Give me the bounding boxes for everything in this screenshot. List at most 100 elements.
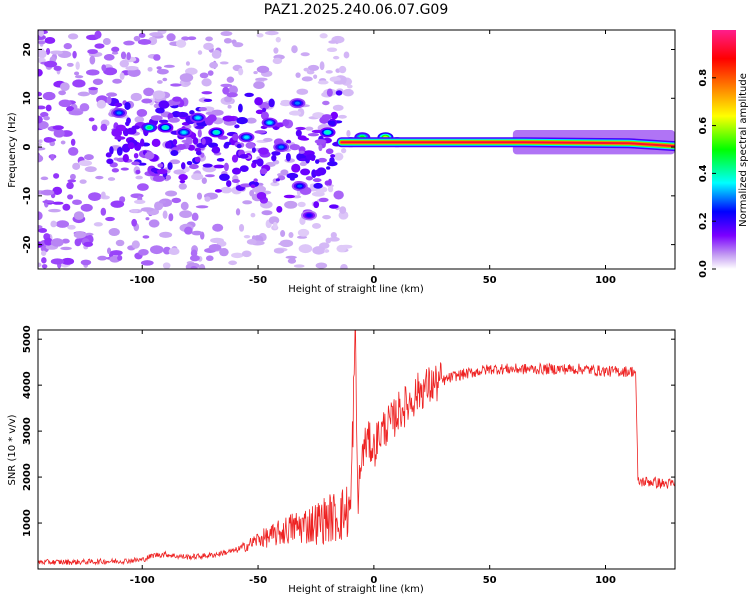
heatmap-cell xyxy=(318,144,323,152)
heatmap-cell xyxy=(44,60,58,68)
heatmap-blob xyxy=(146,126,152,130)
y-tick-label: 20 xyxy=(22,43,33,57)
heatmap-cell xyxy=(191,230,203,236)
heatmap-cell xyxy=(84,166,97,173)
heatmap-cell xyxy=(137,38,152,45)
heatmap-cell xyxy=(305,126,314,131)
heatmap-cell xyxy=(313,74,318,79)
heatmap-cell xyxy=(140,260,154,266)
heatmap-cell xyxy=(143,87,155,97)
heatmap-cell xyxy=(153,54,161,61)
heatmap-cell xyxy=(201,138,206,145)
heatmap-cell xyxy=(111,128,123,138)
heatmap-cell xyxy=(178,183,187,190)
heatmap-cell xyxy=(297,201,306,208)
heatmap-cell xyxy=(125,65,139,71)
heatmap-cell xyxy=(38,105,46,110)
heatmap-cell xyxy=(262,107,267,113)
heatmap-cell xyxy=(120,51,127,60)
heatmap-blob xyxy=(325,130,331,134)
heatmap-cell xyxy=(41,257,47,264)
heatmap-cell xyxy=(155,107,165,114)
heatmap-cell xyxy=(300,52,310,57)
heatmap-cell xyxy=(289,110,302,116)
heatmap-cell xyxy=(38,57,46,63)
heatmap-cell xyxy=(190,249,198,257)
heatmap-cell xyxy=(187,144,196,151)
heatmap-cell xyxy=(334,152,344,161)
heatmap-cell xyxy=(276,206,283,213)
colorbar-label: Normalized spectral amplitude xyxy=(738,73,749,227)
x-tick-label: 0 xyxy=(370,275,377,286)
heatmap-cell xyxy=(228,260,238,266)
heatmap-cell xyxy=(152,175,165,182)
heatmap-cell xyxy=(148,219,160,228)
heatmap-cell xyxy=(305,176,313,181)
heatmap-cell xyxy=(288,232,294,238)
heatmap-cell xyxy=(130,208,139,213)
heatmap-cell xyxy=(306,153,316,161)
heatmap-blob xyxy=(195,116,201,120)
heatmap-cell xyxy=(101,64,107,72)
heatmap-cell xyxy=(332,104,344,111)
heatmap-cell xyxy=(145,217,150,221)
heatmap-cell xyxy=(187,36,197,41)
heatmap-cell xyxy=(285,152,291,162)
heatmap-cell xyxy=(191,173,204,181)
heatmap-cell xyxy=(74,75,84,79)
heatmap-cell xyxy=(52,201,64,205)
heatmap-cell xyxy=(232,42,244,48)
heatmap-cell xyxy=(241,250,252,258)
heatmap-cell xyxy=(253,178,258,183)
heatmap-cell xyxy=(339,206,347,214)
heatmap-cell xyxy=(122,153,129,163)
heatmap-cell xyxy=(315,159,320,164)
heatmap-cell xyxy=(197,50,203,55)
heatmap-cell xyxy=(254,97,263,106)
heatmap-cell xyxy=(239,154,249,159)
heatmap-cell xyxy=(106,158,114,165)
heatmap-cell xyxy=(282,119,290,127)
heatmap-cell xyxy=(253,71,258,75)
heatmap-cell xyxy=(291,45,298,54)
heatmap-cell xyxy=(158,100,170,109)
heatmap-cell xyxy=(279,101,292,107)
heatmap-cell xyxy=(214,189,222,193)
heatmap-cell xyxy=(116,146,123,156)
heatmap-cell xyxy=(138,32,146,38)
heatmap-cell xyxy=(306,70,315,75)
heatmap-blob xyxy=(116,111,122,115)
heatmap-cell xyxy=(178,174,188,181)
heatmap-cell xyxy=(326,88,333,97)
heatmap-cell xyxy=(96,99,107,109)
heatmap-cell xyxy=(124,102,131,110)
heatmap-cell xyxy=(42,200,55,204)
heatmap-cell xyxy=(119,72,125,80)
heatmap-cell xyxy=(180,201,189,211)
heatmap-blob xyxy=(306,213,312,217)
heatmap-cell xyxy=(168,117,180,123)
heatmap-cell xyxy=(41,250,47,256)
heatmap-cell xyxy=(220,186,233,194)
heatmap-cell xyxy=(154,201,164,211)
heatmap-cell xyxy=(222,86,230,95)
heatmap-cell xyxy=(131,218,137,227)
heatmap-cell xyxy=(322,100,330,106)
heatmap-cell xyxy=(38,115,43,124)
colorbar-tick-label: 0.6 xyxy=(698,117,709,135)
heatmap-cell xyxy=(319,33,328,39)
heatmap-cell xyxy=(136,109,148,117)
heatmap-cell xyxy=(156,66,162,70)
heatmap-cell xyxy=(219,247,229,257)
heatmap-cell xyxy=(327,185,334,193)
heatmap-cell xyxy=(285,139,292,144)
heatmap-cell xyxy=(67,33,79,40)
heatmap-cell xyxy=(115,239,125,247)
heatmap-cell xyxy=(167,162,173,171)
heatmap-cell xyxy=(172,139,178,146)
heatmap-blob xyxy=(278,145,284,149)
heatmap-cell xyxy=(38,211,43,221)
heatmap-cell xyxy=(238,103,243,113)
heatmap-cell xyxy=(232,133,239,141)
colorbar-tick-label: 0.0 xyxy=(698,260,709,278)
